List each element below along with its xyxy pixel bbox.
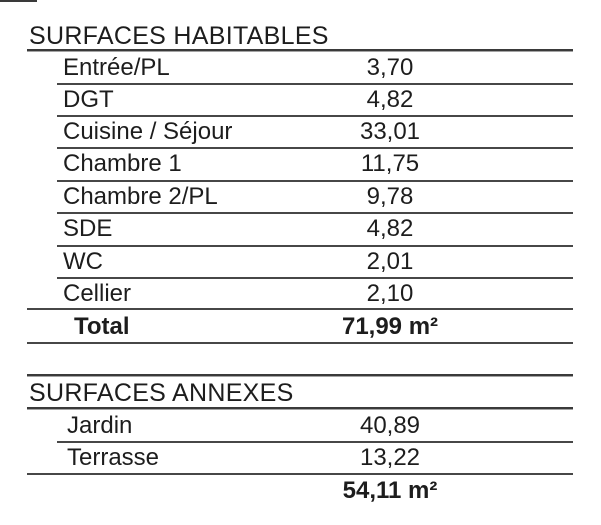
row-label: Entrée/PL (63, 54, 170, 81)
row-value: 40,89 (359, 412, 421, 439)
annexes-top-rule (27, 374, 573, 377)
row-value: 2,01 (366, 248, 414, 275)
row-label: Cellier (63, 280, 132, 307)
row-value: 9,78 (366, 183, 414, 210)
row-label: SDE (63, 215, 113, 242)
total-value: 71,99 m² (341, 313, 439, 340)
crop-artifact-line (0, 0, 37, 2)
row-value: 11,75 (360, 150, 420, 177)
row-label: Jardin (67, 412, 133, 439)
row-value: 13,22 (359, 444, 421, 471)
row-separator (57, 83, 573, 85)
row-separator (57, 147, 573, 149)
annexes-title-rule (27, 407, 573, 410)
row-value: 2,10 (366, 280, 414, 307)
row-separator (57, 245, 573, 247)
row-separator (57, 277, 573, 279)
total-bottom-rule (27, 342, 573, 344)
row-label: Chambre 1 (63, 150, 182, 177)
row-label: DGT (63, 86, 114, 113)
section-annexes-title: SURFACES ANNEXES (29, 379, 294, 407)
row-value: 3,70 (366, 54, 414, 81)
row-label: Terrasse (67, 444, 160, 471)
row-value: 4,82 (366, 215, 414, 242)
section-habitables-title: SURFACES HABITABLES (29, 22, 329, 50)
annexes-total-value: 54,11 m² (342, 477, 438, 504)
row-separator (57, 180, 573, 182)
habitables-title-rule (27, 49, 573, 52)
row-separator (57, 115, 573, 117)
total-top-rule (27, 308, 573, 310)
row-value: 33,01 (359, 118, 421, 145)
row-label: WC (63, 248, 103, 275)
row-label: Chambre 2/PL (63, 183, 218, 210)
row-separator (57, 441, 573, 443)
row-value: 4,82 (366, 86, 414, 113)
row-label: Cuisine / Séjour (63, 118, 233, 145)
annexes-total-rule (27, 473, 573, 475)
total-label: Total (74, 313, 130, 340)
row-separator (57, 212, 573, 214)
